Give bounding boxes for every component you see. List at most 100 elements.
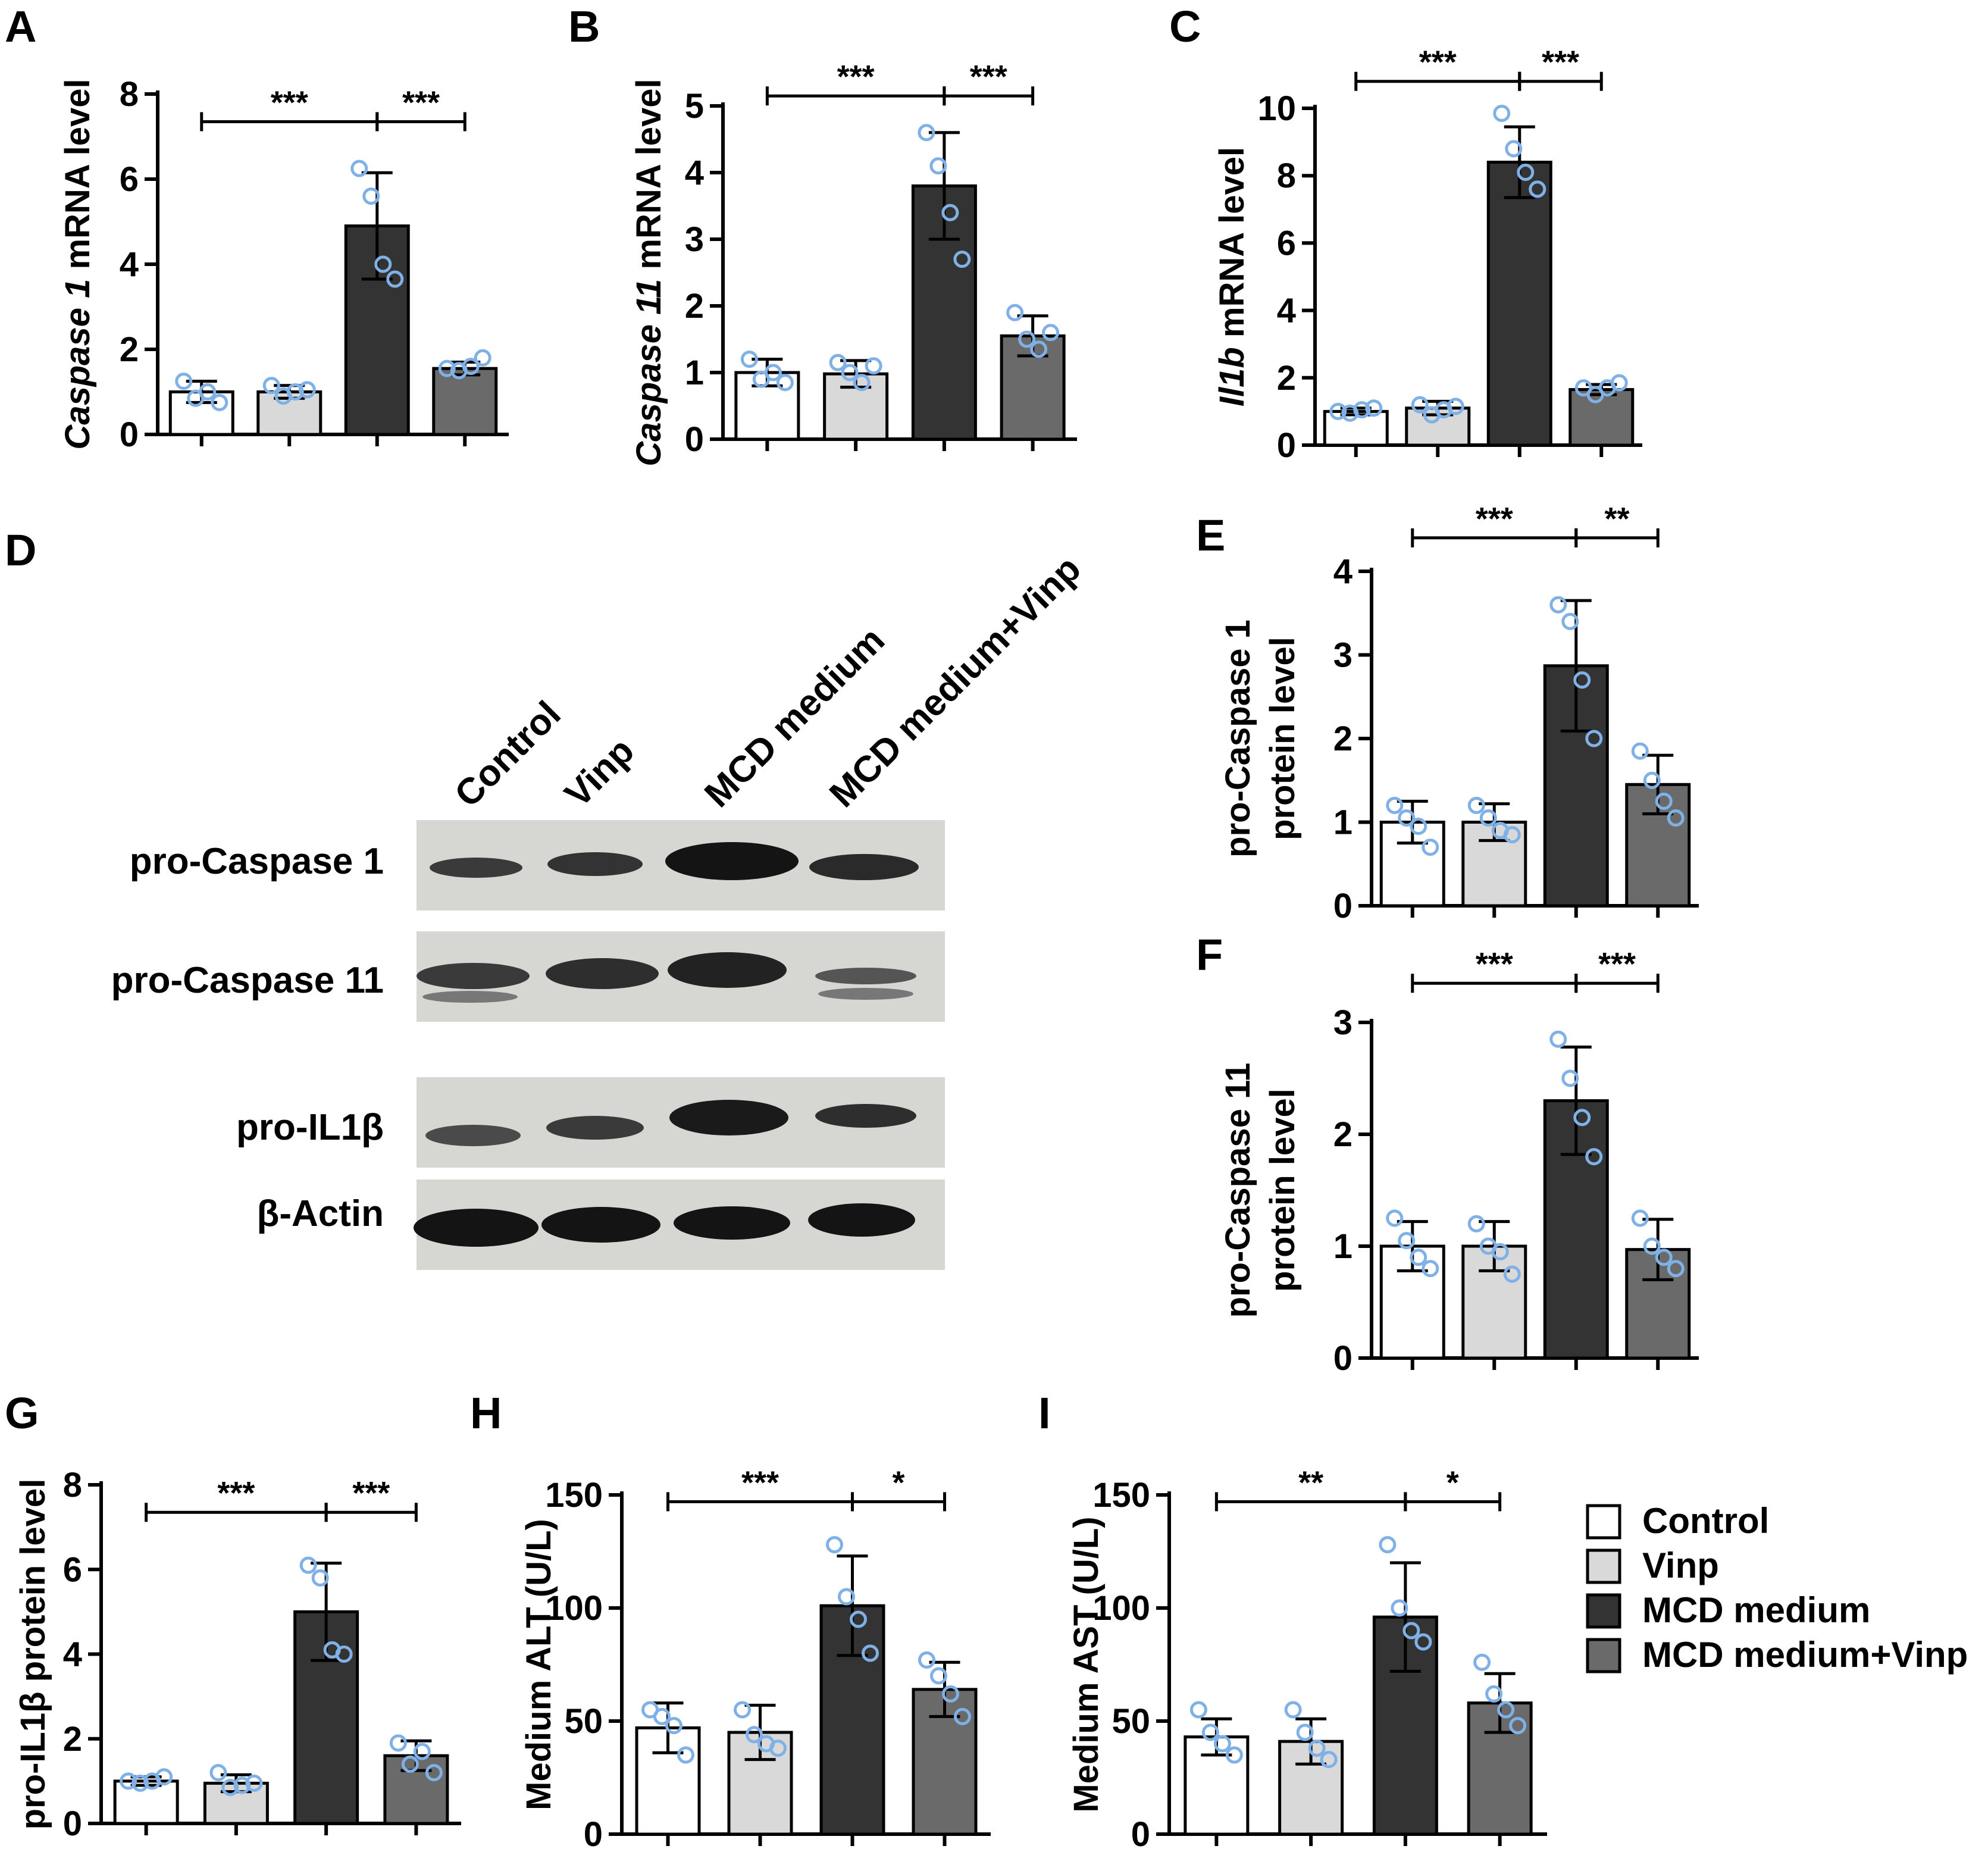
- data-point: [862, 1644, 879, 1662]
- blot-band: [541, 1207, 660, 1243]
- y-tick-label: 4: [685, 154, 704, 192]
- data-point: [1414, 1633, 1432, 1651]
- blot-band: [430, 858, 522, 878]
- data-point: [362, 187, 380, 205]
- data-point: [1467, 1215, 1485, 1232]
- legend-label-mcd-vinp: MCD medium+Vinp: [1642, 1635, 1968, 1675]
- y-tick-label: 50: [564, 1702, 603, 1741]
- data-point: [953, 251, 971, 268]
- y-tick-label: 3: [685, 220, 704, 259]
- blot-band: [669, 1100, 788, 1135]
- data-point: [1479, 809, 1497, 827]
- y-axis-label: Medium AST (U/L): [1067, 1516, 1106, 1812]
- data-point: [941, 204, 959, 221]
- data-point: [211, 393, 228, 411]
- data-point: [1189, 1701, 1207, 1719]
- data-point: [1410, 818, 1427, 836]
- legend-swatch-mcd-vinp: [1586, 1638, 1621, 1673]
- chart-panel-g: G 0 2 4 6 8 pro-IL1β protein level *** ***: [5, 1388, 461, 1843]
- data-point: [1503, 826, 1521, 844]
- data-point: [677, 1746, 694, 1764]
- data-point: [865, 357, 882, 375]
- data-point: [389, 1734, 407, 1752]
- data-point: [1529, 180, 1546, 198]
- y-tick-label: 4: [1333, 552, 1353, 591]
- data-point: [1391, 1599, 1408, 1617]
- y-axis-label: Il1b mRNA level: [1213, 147, 1251, 406]
- panel-letter-d: D: [5, 525, 36, 575]
- y-tick-label: 2: [63, 1720, 82, 1759]
- y-tick-label: 1: [1333, 1227, 1353, 1266]
- data-point: [1398, 809, 1416, 827]
- legend-swatch-control: [1586, 1504, 1621, 1540]
- data-point: [1493, 104, 1511, 122]
- y-tick-label: 0: [1131, 1815, 1150, 1849]
- blot-row-label-pro-caspase11: pro-Caspase 11: [111, 960, 384, 1001]
- data-point: [1643, 1237, 1661, 1255]
- data-point: [930, 1667, 947, 1685]
- data-point: [1402, 1622, 1420, 1640]
- y-tick-label: 5: [685, 87, 704, 126]
- panel-letter-e: E: [1196, 511, 1225, 560]
- legend-swatch-mcd: [1586, 1593, 1621, 1629]
- significance-label: ***: [271, 85, 308, 120]
- data-point: [769, 1740, 787, 1757]
- data-point: [841, 364, 859, 381]
- data-point: [1422, 1260, 1439, 1278]
- data-point: [1491, 1243, 1509, 1260]
- blot-band: [815, 1104, 916, 1128]
- data-point: [1320, 1751, 1338, 1769]
- data-point: [374, 255, 392, 273]
- data-point: [1308, 1740, 1326, 1757]
- data-point: [462, 358, 480, 376]
- data-point: [1296, 1723, 1314, 1741]
- y-tick-label: 0: [584, 1815, 603, 1849]
- data-point: [1386, 796, 1404, 814]
- data-point: [1379, 1536, 1397, 1554]
- data-point: [1398, 1232, 1416, 1250]
- data-point: [1503, 1265, 1521, 1283]
- y-axis-label-suffix: mRNA level: [630, 79, 668, 279]
- data-point: [1585, 730, 1603, 747]
- data-point: [1631, 1209, 1649, 1227]
- data-point: [1655, 1249, 1673, 1266]
- data-point: [1549, 596, 1567, 614]
- data-point: [1485, 1685, 1503, 1703]
- blot-band: [546, 958, 659, 989]
- data-point: [1042, 324, 1060, 342]
- y-tick-label: 4: [63, 1635, 82, 1674]
- y-tick-label: 100: [545, 1589, 603, 1628]
- y-axis-label-suffix: mRNA level: [1213, 147, 1251, 347]
- y-tick-label: 6: [1277, 224, 1296, 262]
- y-tick-label: 3: [1333, 636, 1353, 675]
- bar: [1486, 161, 1552, 447]
- data-point: [764, 364, 782, 381]
- y-tick-label: 1: [685, 353, 704, 392]
- data-point: [286, 383, 304, 401]
- y-axis-label: Caspase 11 mRNA level: [630, 79, 668, 466]
- data-point: [734, 1701, 751, 1719]
- y-tick-label: 0: [685, 420, 704, 459]
- legend-swatch-vinp: [1586, 1548, 1621, 1584]
- blot-band: [547, 852, 643, 876]
- y-tick-label: 2: [685, 287, 704, 326]
- significance-label: **: [1298, 1465, 1323, 1500]
- bar: [432, 367, 498, 436]
- data-point: [132, 1774, 149, 1792]
- y-axis-label: pro-IL1β protein level: [14, 1479, 52, 1830]
- significance-label: ***: [970, 59, 1007, 95]
- y-tick-label: 4: [1277, 292, 1296, 330]
- data-point: [776, 374, 794, 392]
- data-point: [1505, 140, 1523, 158]
- y-axis-label: Caspase 1 mRNA level: [58, 79, 97, 449]
- significance-label: ***: [741, 1465, 779, 1500]
- blot-band: [808, 1203, 915, 1237]
- data-point: [826, 1536, 843, 1554]
- blot-band: [422, 991, 518, 1003]
- data-point: [120, 1772, 137, 1790]
- data-point: [918, 124, 935, 142]
- blot-band: [809, 854, 919, 880]
- significance-label: *: [892, 1465, 904, 1500]
- blot-row-label-pro-caspase1: pro-Caspase 1: [130, 841, 384, 882]
